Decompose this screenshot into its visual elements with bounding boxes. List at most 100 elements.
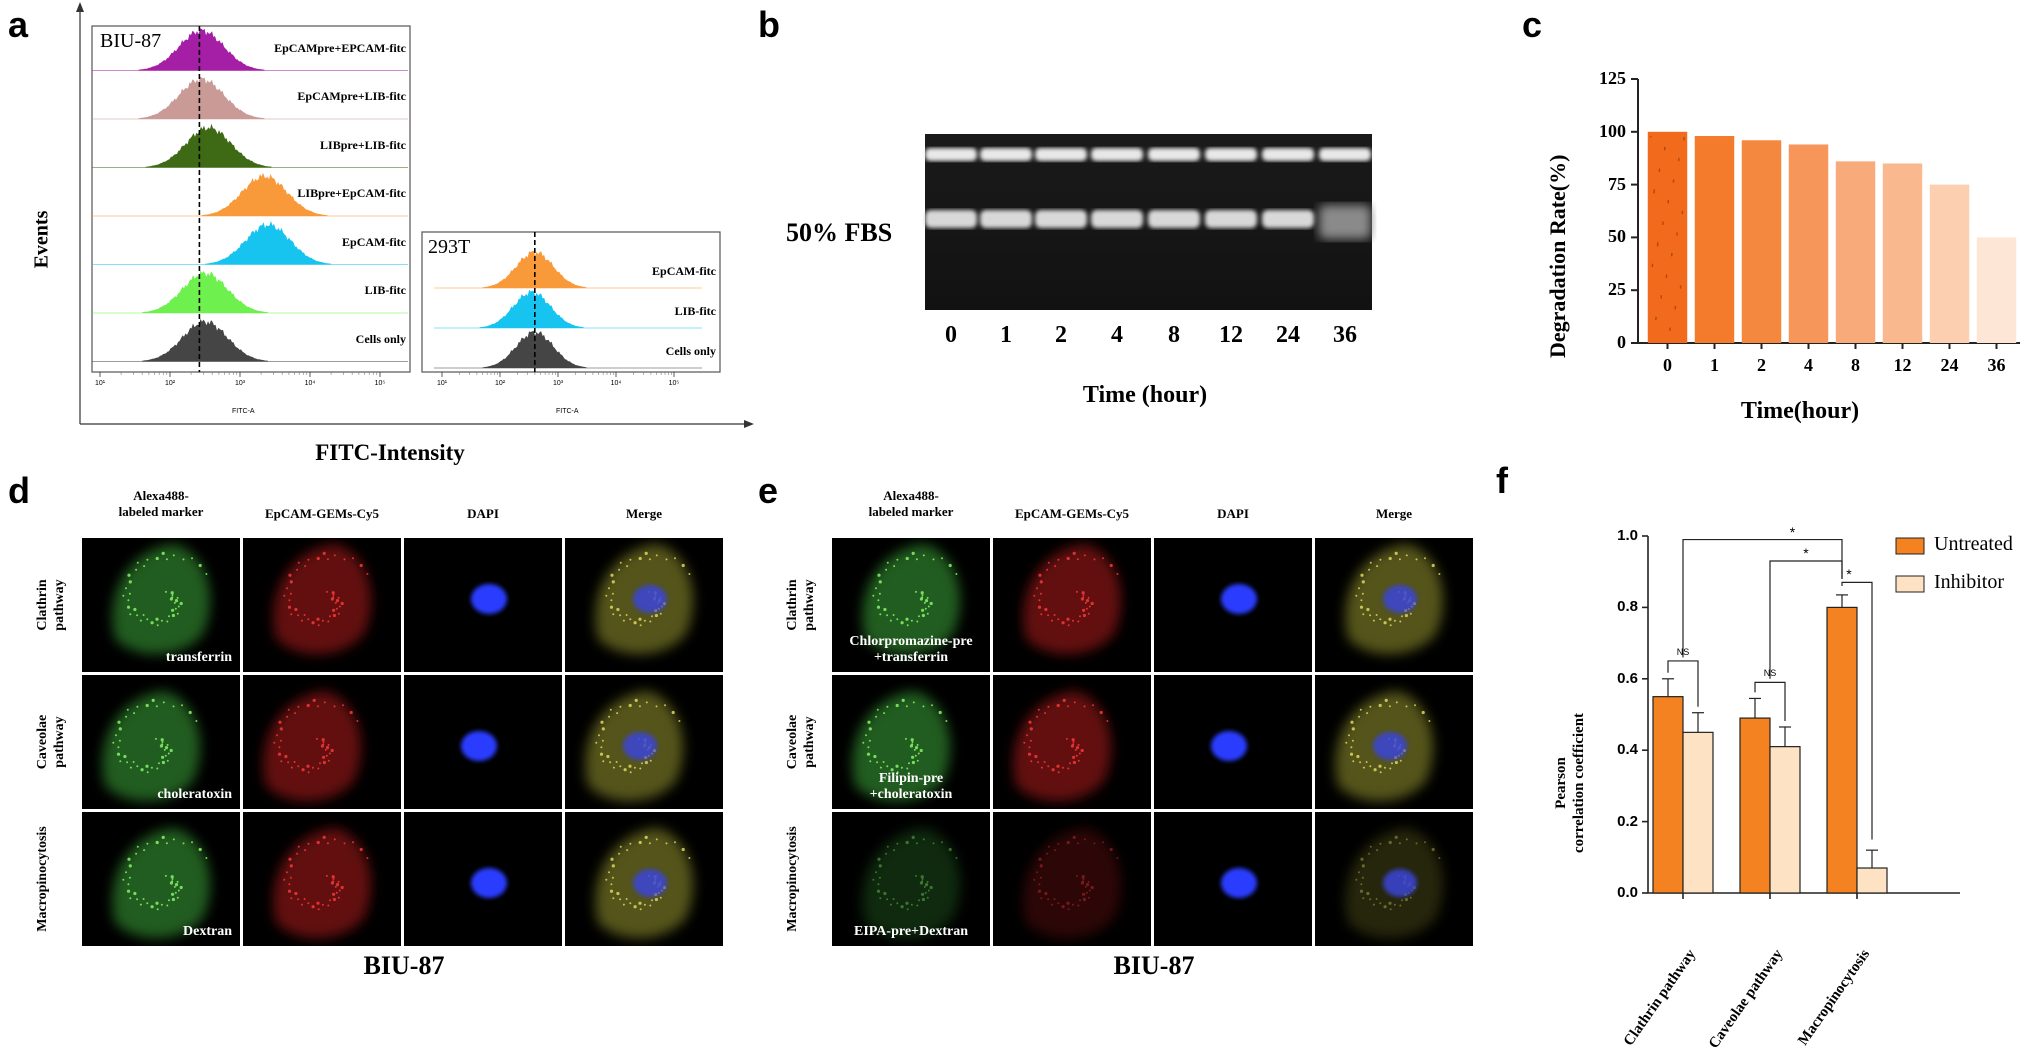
panel-c: Degradation Rate(%) Time(hour) 0 25 50 75 10… — [1520, 0, 2042, 470]
e-micro-cell-2-1 — [993, 812, 1151, 946]
d-speckle — [132, 761, 135, 763]
e-speckle — [910, 619, 913, 622]
e-speckle — [1378, 764, 1382, 768]
e-speckle — [1082, 897, 1086, 902]
d-speckle — [671, 710, 675, 715]
e-speckle — [1383, 766, 1386, 769]
e-speckle — [904, 737, 907, 740]
d-speckle — [117, 720, 121, 724]
d-speckle — [174, 599, 179, 603]
d-speckle — [333, 838, 336, 841]
d-speckle — [146, 558, 149, 561]
gel-band-upper-6 — [1262, 148, 1314, 161]
d-speckle — [118, 739, 121, 742]
d-speckle — [659, 612, 662, 615]
d-speckle — [327, 759, 330, 762]
e-speckle — [1399, 904, 1402, 907]
e-speckle — [1379, 618, 1382, 621]
e-speckle — [1090, 601, 1094, 606]
d-speckle — [125, 871, 127, 874]
d-speckle — [322, 741, 325, 743]
d-speckle — [161, 741, 164, 743]
e-speckle — [872, 878, 875, 881]
e-speckle — [1398, 842, 1401, 845]
e-speckle — [1415, 558, 1418, 561]
d-speckle — [278, 720, 282, 724]
histogram-left-4 — [205, 221, 331, 265]
d-speckle — [622, 619, 625, 622]
d-nucleus-0 — [471, 584, 507, 614]
d-speckle — [595, 741, 598, 744]
d-speckle — [288, 599, 291, 602]
e-speckle — [1360, 883, 1363, 886]
e-speckle — [911, 743, 914, 746]
d-speckle — [164, 874, 167, 877]
d-merge-nucleus-0 — [633, 585, 667, 613]
e-speckle — [862, 741, 865, 744]
d-speckle — [639, 767, 642, 770]
d-merge-nucleus-1 — [623, 732, 657, 760]
e-speckle — [1109, 847, 1113, 852]
e-speckle — [1047, 845, 1050, 848]
d-speckle — [162, 701, 165, 704]
d-speckle — [127, 883, 130, 886]
f-legend-label-0: Untreated — [1934, 533, 2013, 555]
e-cell-body-1-0 — [852, 691, 951, 802]
pearson-bar-chart — [1642, 535, 1960, 899]
c-bar-texture — [1658, 170, 1661, 172]
d-speckle — [638, 556, 642, 561]
e-speckle — [1401, 615, 1403, 618]
e-speckle — [1428, 720, 1431, 722]
d-speckle — [643, 619, 646, 622]
d-speckle — [610, 883, 613, 886]
tick-label-left-4: 10⁵ — [374, 380, 386, 387]
tick-label-left-2: 10³ — [234, 380, 246, 387]
e-speckle — [921, 613, 925, 618]
e-speckle — [1352, 760, 1355, 763]
d-speckle — [330, 597, 334, 601]
e-speckle — [882, 761, 885, 763]
d-speckle — [307, 618, 310, 621]
d-speckle — [608, 587, 610, 590]
gel-band-upper-7 — [1319, 148, 1371, 161]
c-xtick-label-2: 2 — [1757, 355, 1766, 375]
e-speckle — [886, 765, 889, 768]
d-speckle — [168, 899, 170, 902]
d-speckle — [639, 624, 642, 627]
e-speckle — [1414, 704, 1416, 707]
d-speckle — [176, 612, 179, 615]
e-row-label-0: Clathrin pathway — [785, 579, 817, 631]
d-cell-body-0-0 — [112, 544, 211, 655]
c-bar-texture — [1662, 223, 1664, 225]
c-ytick-label-2: 50 — [1608, 226, 1626, 247]
e-speckle — [1379, 902, 1382, 905]
d-speckle — [332, 608, 336, 612]
d-speckle — [294, 891, 298, 896]
c-xtick-label-3: 4 — [1804, 355, 1813, 375]
e-speckle — [1391, 762, 1393, 765]
d-speckle — [155, 901, 159, 905]
e-speckle — [1065, 737, 1068, 740]
d-speckle — [619, 561, 622, 564]
d-speckle — [174, 883, 179, 887]
d-speckle — [133, 607, 137, 612]
e-speckle — [1351, 727, 1355, 731]
d-speckle — [598, 734, 600, 737]
gel-band-lower-5 — [1205, 210, 1257, 228]
d-speckle — [619, 705, 622, 708]
gel-image — [925, 134, 1372, 310]
d-speckle — [128, 580, 132, 584]
e-speckle — [896, 902, 899, 905]
d-speckle — [182, 842, 185, 845]
e-cell-body-1-1 — [1013, 691, 1112, 802]
e-speckle — [1389, 908, 1392, 911]
gel-band-lower-2 — [1035, 210, 1087, 228]
d-speckle — [324, 748, 327, 751]
e-speckle — [875, 871, 877, 874]
d-speckle — [307, 771, 310, 774]
e-speckle — [892, 614, 895, 616]
d-speckle — [129, 613, 132, 616]
d-speckle — [164, 746, 169, 750]
f-sig-ns-clathrin-text: NS — [1676, 646, 1690, 657]
panel-label-f: f — [1496, 460, 1508, 501]
